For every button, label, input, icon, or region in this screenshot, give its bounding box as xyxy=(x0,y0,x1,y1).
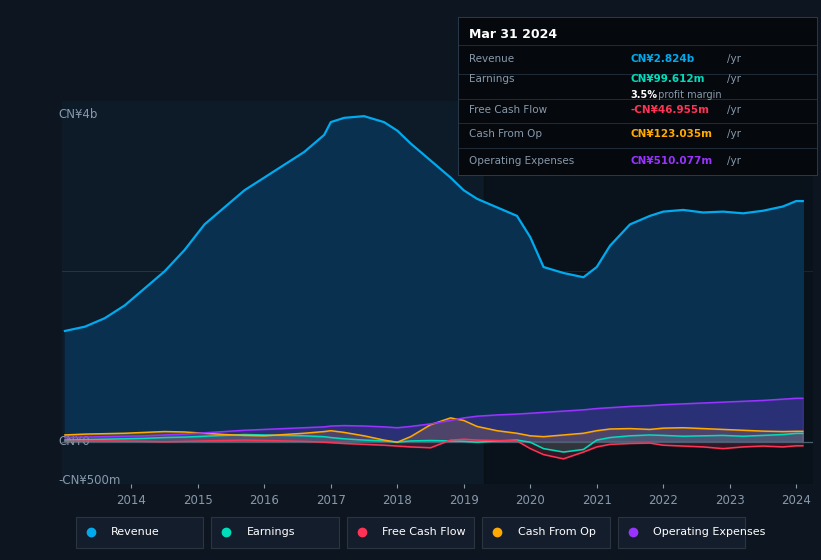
Text: Operating Expenses: Operating Expenses xyxy=(654,528,765,537)
Text: 3.5%: 3.5% xyxy=(631,90,658,100)
Text: /yr: /yr xyxy=(727,156,741,166)
Text: /yr: /yr xyxy=(727,129,741,139)
Text: CN¥510.077m: CN¥510.077m xyxy=(631,156,713,166)
Text: /yr: /yr xyxy=(727,105,741,115)
Text: Free Cash Flow: Free Cash Flow xyxy=(469,105,547,115)
Text: Earnings: Earnings xyxy=(246,528,296,537)
Text: Mar 31 2024: Mar 31 2024 xyxy=(469,28,557,41)
Bar xyxy=(484,101,816,484)
Text: Cash From Op: Cash From Op xyxy=(517,528,595,537)
Text: Operating Expenses: Operating Expenses xyxy=(469,156,574,166)
Text: Revenue: Revenue xyxy=(469,54,514,64)
Text: /yr: /yr xyxy=(727,74,741,84)
FancyBboxPatch shape xyxy=(617,517,745,548)
Text: CN¥99.612m: CN¥99.612m xyxy=(631,74,705,84)
Text: -CN¥46.955m: -CN¥46.955m xyxy=(631,105,709,115)
Text: Free Cash Flow: Free Cash Flow xyxy=(383,528,466,537)
FancyBboxPatch shape xyxy=(347,517,475,548)
Text: -CN¥500m: -CN¥500m xyxy=(58,474,121,487)
Text: Cash From Op: Cash From Op xyxy=(469,129,542,139)
Text: Earnings: Earnings xyxy=(469,74,515,84)
FancyBboxPatch shape xyxy=(212,517,338,548)
FancyBboxPatch shape xyxy=(482,517,609,548)
FancyBboxPatch shape xyxy=(76,517,203,548)
Text: CN¥0: CN¥0 xyxy=(58,435,90,448)
Text: profit margin: profit margin xyxy=(655,90,722,100)
Text: CN¥123.035m: CN¥123.035m xyxy=(631,129,713,139)
Text: CN¥4b: CN¥4b xyxy=(58,108,98,120)
Text: CN¥2.824b: CN¥2.824b xyxy=(631,54,695,64)
Text: Revenue: Revenue xyxy=(112,528,160,537)
Text: /yr: /yr xyxy=(727,54,741,64)
